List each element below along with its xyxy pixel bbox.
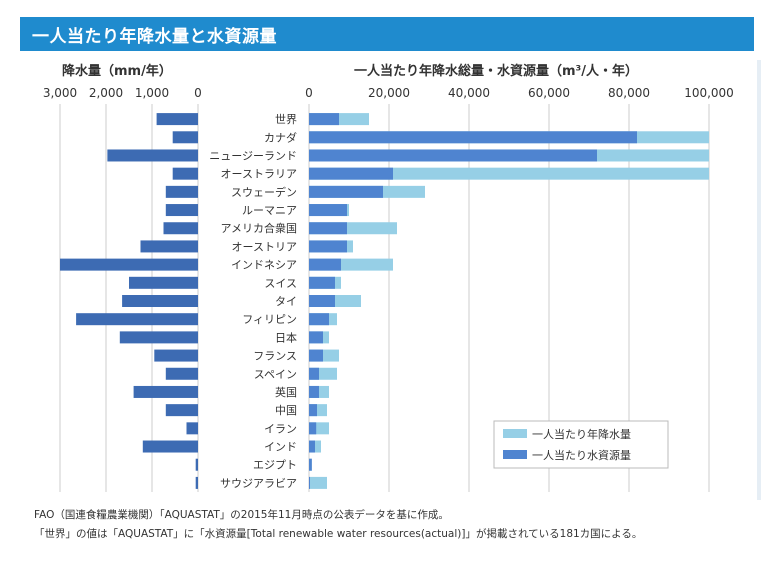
precipitation-bar (195, 476, 198, 489)
water-resources-bar (309, 185, 383, 198)
precipitation-bar (165, 404, 198, 417)
legend-label-resources: 一人当たり水資源量 (532, 448, 631, 462)
right-tick-label: 80,000 (608, 86, 650, 100)
legend-label-precipitation: 一人当たり年降水量 (532, 427, 631, 441)
right-tick-label: 0 (305, 86, 313, 100)
water-resources-bar (309, 331, 323, 344)
water-resources-bar (309, 367, 319, 380)
category-label: カナダ (264, 130, 297, 144)
source-note-1: FAO（国連食糧農業機関）「AQUASTAT」の2015年11月時点の公表データ… (34, 509, 449, 521)
precipitation-bar (76, 313, 198, 326)
water-resources-bar (309, 167, 393, 180)
right-chart-title: 一人当たり年降水総量・水資源量（m³/人・年） (354, 63, 638, 79)
category-label: 中国 (275, 404, 297, 417)
category-label: 日本 (275, 330, 297, 344)
category-label: サウジアラビア (220, 477, 297, 490)
water-resources-bar (309, 422, 317, 435)
legend-swatch-precipitation (503, 429, 527, 438)
precipitation-bar (156, 113, 198, 126)
precipitation-volume-bar (309, 476, 327, 489)
precipitation-bar (107, 149, 198, 162)
category-labels: 世界カナダニュージーランドオーストラリアスウェーデンルーマニアアメリカ合衆国オー… (209, 113, 297, 490)
precipitation-chart: 降水量（mm/年） 3,000 2,000 1,000 0 (43, 63, 202, 492)
water-resources-bar (309, 204, 347, 217)
water-resources-bar (309, 385, 319, 398)
precipitation-bar (195, 458, 198, 471)
precipitation-bar (163, 222, 198, 235)
water-resources-bar (309, 149, 597, 162)
precipitation-bar (165, 367, 198, 380)
category-label: スウェーデン (231, 185, 297, 199)
precipitation-volume-bar (309, 167, 709, 180)
left-tick-label: 1,000 (135, 86, 169, 100)
category-label: フランス (253, 350, 297, 363)
legend-box (493, 420, 669, 469)
page-title: 一人当たり年降水量と水資源量 (32, 27, 277, 47)
water-resources-bar (309, 313, 329, 326)
category-label: 英国 (275, 385, 297, 399)
left-tick-label: 0 (194, 86, 202, 100)
category-label: インドネシア (231, 259, 297, 272)
right-tick-label: 60,000 (528, 86, 570, 100)
right-tick-label: 20,000 (368, 86, 410, 100)
precipitation-bar (122, 295, 198, 307)
category-label: ルーマニア (242, 204, 297, 217)
water-resources-bar (309, 258, 341, 271)
title-bar: 一人当たり年降水量と水資源量 (20, 17, 754, 51)
water-resources-bar (309, 131, 637, 144)
water-resources-bar (309, 458, 312, 471)
legend-swatch-resources (503, 450, 527, 459)
category-label: フィリピン (242, 313, 297, 326)
page-edge-divider (757, 60, 761, 500)
category-label: エジプト (253, 459, 297, 472)
water-resources-bar (309, 295, 335, 307)
category-label: アメリカ合衆国 (221, 221, 297, 235)
precipitation-bar (186, 422, 198, 435)
source-note-2: 「世界」の値は「AQUASTAT」に「水資源量[Total renewable … (34, 528, 643, 540)
left-tick-label: 3,000 (43, 86, 77, 100)
precipitation-bar (142, 440, 198, 453)
precipitation-bar (154, 349, 198, 362)
precipitation-bar (133, 385, 198, 398)
source-notes: FAO（国連食糧農業機関）「AQUASTAT」の2015年11月時点の公表データ… (34, 506, 642, 544)
category-label: オーストリア (232, 240, 297, 253)
left-chart-title: 降水量（mm/年） (62, 63, 172, 79)
water-resources-bar (309, 349, 323, 362)
water-resources-bar (309, 440, 315, 453)
water-resources-bar (309, 476, 310, 489)
category-label: イラン (264, 422, 297, 435)
category-label: スペイン (254, 368, 297, 381)
precipitation-bar (165, 204, 198, 217)
precipitation-bar (165, 185, 198, 198)
precipitation-bar (129, 276, 198, 289)
water-resources-bar (309, 276, 335, 289)
precipitation-bar (172, 131, 198, 144)
right-tick-label: 100,000 (684, 86, 734, 100)
precipitation-bar (119, 331, 198, 344)
category-label: インド (264, 441, 297, 454)
category-label: オーストラリア (221, 168, 297, 181)
water-volume-chart: 一人当たり年降水総量・水資源量（m³/人・年） 0 20,000 40,000 60,0… (305, 63, 734, 492)
left-tick-label: 2,000 (89, 86, 123, 100)
water-resources-bar (309, 222, 347, 235)
category-label: 世界 (275, 113, 297, 126)
precipitation-bar (140, 240, 198, 253)
category-label: ニュージーランド (209, 149, 297, 162)
precipitation-bar (172, 167, 198, 180)
water-resources-bar (309, 240, 347, 253)
precipitation-bar (60, 258, 198, 271)
water-resources-bar (309, 404, 317, 417)
chart-area: 降水量（mm/年） 3,000 2,000 1,000 0 世界カナダニュージーランドオ… (43, 63, 734, 492)
right-tick-label: 40,000 (448, 86, 490, 100)
category-label: タイ (275, 295, 297, 308)
category-label: スイス (264, 277, 297, 290)
water-resources-bar (309, 113, 339, 126)
